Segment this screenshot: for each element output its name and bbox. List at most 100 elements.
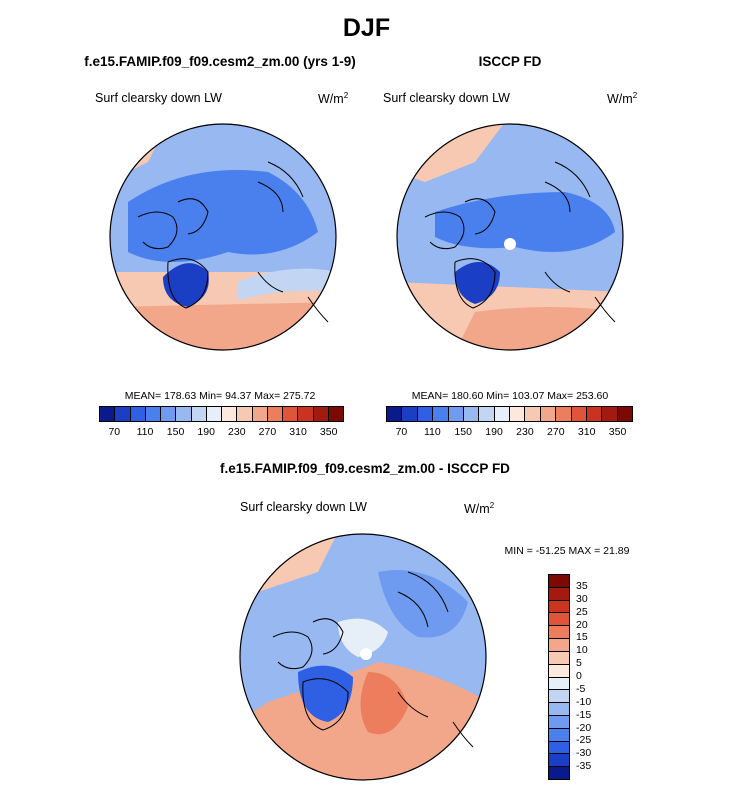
- colorbar-swatch: [387, 407, 403, 421]
- colorbar-swatch: [402, 407, 418, 421]
- colorbar-swatch: [433, 407, 449, 421]
- colorbar-swatch: [463, 407, 480, 421]
- colorbar-swatch: [549, 664, 569, 678]
- colorbar-tick-label: 230: [228, 426, 246, 438]
- colorbar-swatch: [549, 639, 569, 652]
- panel-1-colorbar-ticks: 70 110 150 190 230 270 310 350: [99, 426, 344, 440]
- colorbar-tick-label: 110: [136, 426, 154, 438]
- colorbar-swatch: [549, 741, 569, 755]
- panel-1-units: W/m2: [318, 91, 349, 106]
- panel-3-colorbar: [548, 574, 570, 780]
- panel-1-light-band: [238, 268, 336, 300]
- colorbar-tick-label: -5: [576, 682, 586, 695]
- panel-3-variable-label: Surf clearsky down LW: [240, 500, 367, 514]
- colorbar-tick-label: 0: [576, 670, 582, 682]
- colorbar-swatch: [549, 626, 569, 640]
- colorbar-tick-label: 350: [608, 426, 627, 438]
- colorbar-swatch: [328, 407, 343, 421]
- panel-1-title: f.e15.FAMIP.f09_f09.cesm2_zm.00 (yrs 1-9…: [84, 54, 356, 69]
- panel-3-pole-gap: [360, 648, 372, 660]
- colorbar-tick-label: 70: [108, 426, 121, 438]
- panel-1-coastlines: [137, 161, 329, 323]
- colorbar-swatch: [549, 600, 569, 614]
- colorbar-swatch: [549, 767, 569, 779]
- colorbar-swatch: [525, 407, 541, 421]
- colorbar-swatch: [417, 407, 434, 421]
- colorbar-swatch: [145, 407, 161, 421]
- colorbar-tick-label: 70: [395, 426, 408, 438]
- panel-2-colorbar: [386, 406, 633, 422]
- colorbar-tick-label: 10: [576, 644, 588, 657]
- panel-2-stats: MEAN= 180.60 Min= 103.07 Max= 253.60: [411, 390, 609, 402]
- colorbar-swatch: [283, 407, 299, 421]
- colorbar-swatch: [549, 575, 569, 588]
- panel-1-cold-core: [163, 263, 209, 307]
- colorbar-swatch: [115, 407, 131, 421]
- colorbar-tick-label: -30: [576, 747, 592, 760]
- panel-1-warm-region: [110, 124, 336, 350]
- panel-2-warm-region-deep: [455, 307, 623, 350]
- colorbar-tick-label: -25: [576, 734, 592, 747]
- colorbar-swatch: [602, 407, 618, 421]
- colorbar-tick-label: 150: [166, 426, 185, 438]
- colorbar-swatch: [540, 407, 557, 421]
- colorbar-tick-label: 30: [576, 592, 588, 605]
- colorbar-swatch: [549, 715, 569, 729]
- panel-2-units: W/m2: [607, 91, 638, 106]
- colorbar-tick-label: 150: [454, 426, 472, 438]
- panel-1-warm-region-deep: [110, 302, 336, 350]
- colorbar-tick-label: 310: [577, 426, 596, 438]
- colorbar-tick-label: -20: [576, 721, 592, 734]
- colorbar-tick-label: 310: [289, 426, 307, 438]
- colorbar-swatch: [237, 407, 253, 421]
- colorbar-swatch: [617, 407, 632, 421]
- colorbar-swatch: [549, 754, 569, 768]
- colorbar-swatch: [298, 407, 314, 421]
- main-title: DJF: [342, 14, 391, 42]
- colorbar-swatch: [252, 407, 268, 421]
- colorbar-tick-label: 190: [197, 426, 215, 438]
- colorbar-swatch: [571, 407, 587, 421]
- colorbar-tick-label: -15: [576, 708, 592, 721]
- colorbar-swatch: [176, 407, 192, 421]
- colorbar-swatch: [549, 651, 569, 665]
- panel-3-units: W/m2: [464, 501, 495, 516]
- colorbar-tick-label: -35: [576, 760, 592, 773]
- colorbar-swatch: [161, 407, 177, 421]
- colorbar-swatch: [510, 407, 526, 421]
- panel-2-polar-map: [396, 123, 624, 351]
- colorbar-swatch: [206, 407, 222, 421]
- colorbar-tick-label: -10: [576, 695, 592, 708]
- panel-2-pole-gap: [504, 238, 516, 250]
- panel-1-variable-label: Surf clearsky down LW: [95, 91, 222, 105]
- colorbar-swatch: [549, 703, 569, 716]
- colorbar-swatch: [549, 613, 569, 627]
- panel-3-cool-region-east: [378, 570, 468, 638]
- panel-2-variable-label: Surf clearsky down LW: [383, 91, 510, 105]
- colorbar-tick-label: 270: [547, 426, 565, 438]
- colorbar-tick-label: 270: [258, 426, 277, 438]
- colorbar-swatch: [100, 407, 116, 421]
- colorbar-tick-label: 110: [423, 426, 441, 438]
- colorbar-tick-label: 20: [576, 618, 588, 631]
- colorbar-tick-label: 35: [576, 579, 588, 592]
- colorbar-swatch: [549, 728, 569, 742]
- panel-3-title: f.e15.FAMIP.f09_f09.cesm2_zm.00 - ISCCP …: [220, 461, 510, 476]
- colorbar-tick-label: 15: [576, 631, 588, 644]
- colorbar-swatch: [130, 407, 146, 421]
- panel-1-colorbar: [99, 406, 344, 422]
- colorbar-tick-label: 25: [576, 605, 588, 618]
- colorbar-swatch: [549, 587, 569, 601]
- colorbar-swatch: [191, 407, 207, 421]
- colorbar-swatch: [479, 407, 495, 421]
- colorbar-swatch: [494, 407, 510, 421]
- colorbar-tick-label: 230: [516, 426, 534, 438]
- panel-3-colorbar-ticks: 35 30 25 20 15 10 5 0 -5 -10 -15 -20 -25 -30 -35: [576, 574, 616, 780]
- colorbar-swatch: [313, 407, 329, 421]
- panel-2-coastlines: [424, 161, 616, 323]
- panel-2-cold-core: [455, 262, 500, 304]
- panel-1-polar-map: [109, 123, 337, 351]
- panel-3-neutral-band: [338, 618, 388, 657]
- colorbar-swatch: [448, 407, 464, 421]
- colorbar-swatch: [222, 407, 238, 421]
